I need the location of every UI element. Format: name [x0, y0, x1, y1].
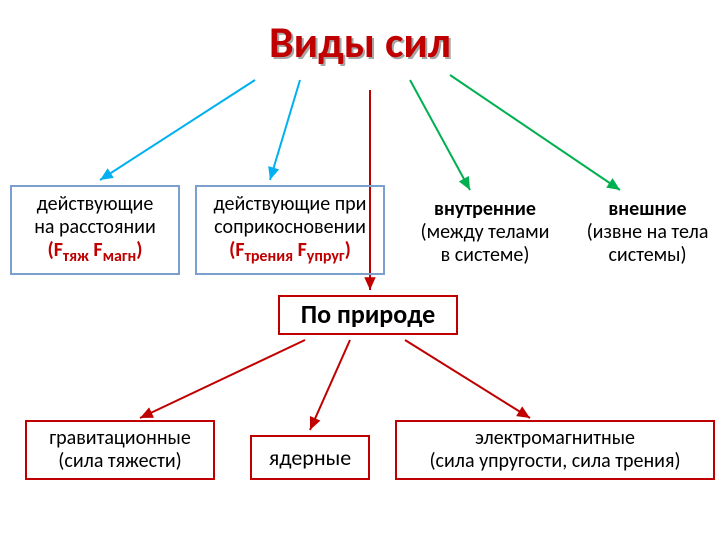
topbox-distance: действующиена расстоянии(Fтяж Fмагн) [10, 185, 180, 275]
botbox-em-line: электромагнитные [397, 427, 713, 450]
botbox-grav: гравитационные(сила тяжести) [25, 420, 215, 480]
topbox-internal-subline: (между телами [405, 221, 565, 244]
topbox-contact-line: соприкосновении [197, 216, 383, 239]
topbox-contact: действующие присоприкосновении(Fтрения F… [195, 185, 385, 275]
topbox-external: внешние(извне на теласистемы) [575, 192, 720, 272]
topbox-external-line: внешние [575, 198, 720, 221]
topbox-distance-line: действующие [12, 193, 178, 216]
botbox-grav-line: (сила тяжести) [27, 450, 213, 473]
topbox-internal-subline: в системе) [405, 244, 565, 267]
topbox-external-subline: (извне на тела [575, 221, 720, 244]
topbox-contact-line: действующие при [197, 193, 383, 216]
topbox-internal-line: внутренние [405, 198, 565, 221]
subtitle-by-nature: По природе [278, 295, 458, 335]
topbox-distance-formula: (Fтяж Fмагн) [12, 239, 178, 266]
botbox-grav-line: гравитационные [27, 427, 213, 450]
topbox-contact-formula: (Fтрения Fупруг) [197, 239, 383, 266]
topbox-external-subline: системы) [575, 244, 720, 267]
botbox-nuclear: ядерные [250, 435, 370, 480]
topbox-internal: внутренние(между теламив системе) [405, 192, 565, 272]
botbox-nuclear-line: ядерные [252, 445, 368, 470]
botbox-em: электромагнитные(сила упругости, сила тр… [395, 420, 715, 480]
topbox-distance-line: на расстоянии [12, 216, 178, 239]
title-front: Виды сил [215, 15, 505, 69]
botbox-em-line: (сила упругости, сила трения) [397, 450, 713, 473]
diagram-root: { "title": { "text": "Виды сил", "x": 21… [0, 0, 720, 540]
